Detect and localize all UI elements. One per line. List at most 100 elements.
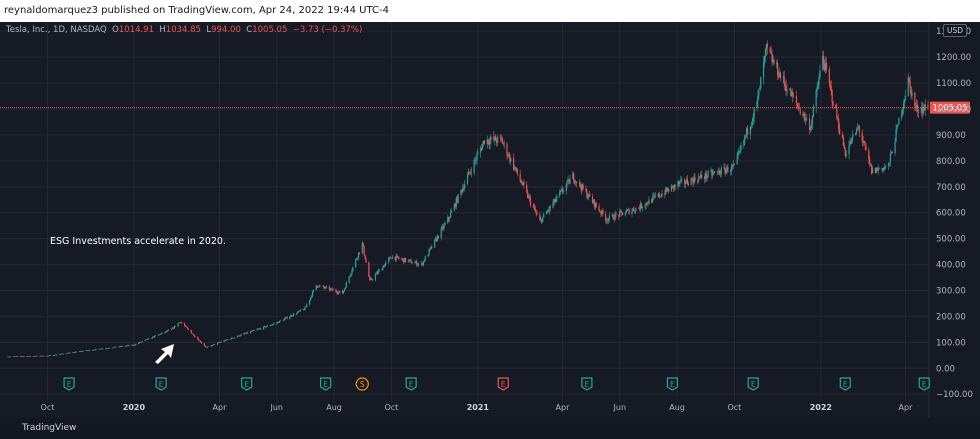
candle	[239, 335, 241, 337]
split-event-icon: S	[355, 377, 369, 391]
candle	[897, 123, 899, 128]
candle	[119, 345, 121, 348]
candle	[53, 355, 55, 356]
candle	[783, 70, 785, 90]
candle	[764, 47, 767, 63]
candle	[793, 91, 795, 98]
candle	[659, 195, 661, 198]
candle	[875, 167, 877, 174]
candle	[824, 56, 827, 74]
candle	[238, 335, 240, 337]
candle	[861, 129, 863, 147]
candle	[336, 290, 338, 295]
candle	[543, 212, 545, 218]
candle	[28, 355, 30, 357]
candle	[809, 125, 812, 133]
candle	[727, 164, 729, 173]
candle	[151, 337, 153, 339]
candle	[441, 223, 443, 231]
candle	[264, 326, 267, 328]
candle	[22, 356, 24, 357]
candle	[434, 239, 436, 248]
price-chart[interactable]: 1005.05 1300.001200.001100.001000.00900.…	[0, 22, 980, 418]
candle	[153, 335, 156, 338]
candle	[247, 331, 249, 334]
currency-button[interactable]: USD	[943, 24, 967, 37]
event-label: E	[585, 380, 590, 389]
candle	[349, 275, 351, 278]
candle	[917, 100, 919, 118]
candle	[403, 258, 405, 264]
candle	[157, 334, 159, 336]
candle	[871, 165, 874, 174]
candle	[566, 179, 568, 189]
candle	[666, 187, 668, 193]
candle	[493, 131, 495, 142]
open-label: O	[112, 25, 119, 35]
candle	[773, 56, 775, 66]
candle	[574, 179, 577, 186]
event-label: S	[360, 380, 365, 389]
candle	[717, 167, 720, 175]
candle	[896, 124, 898, 134]
candle	[614, 210, 616, 221]
candle	[217, 341, 220, 343]
candle	[401, 257, 403, 261]
candle	[154, 335, 157, 337]
candle	[802, 110, 804, 118]
candle	[744, 133, 746, 146]
candle	[107, 347, 110, 349]
candle	[730, 168, 732, 176]
candle	[68, 352, 70, 354]
candle	[536, 209, 538, 216]
candle	[364, 254, 366, 260]
candle	[529, 194, 532, 208]
candle	[397, 256, 399, 259]
candle	[211, 345, 213, 347]
candle	[348, 275, 350, 285]
candle	[415, 260, 417, 265]
candle	[812, 103, 814, 118]
candle	[575, 181, 578, 188]
candle	[450, 209, 452, 219]
candle	[185, 326, 188, 328]
candle	[10, 356, 12, 358]
candle	[547, 208, 549, 213]
candle	[881, 167, 883, 172]
candle	[135, 343, 137, 346]
candle	[548, 206, 550, 215]
candle	[799, 108, 801, 116]
candle	[795, 90, 798, 110]
x-tick-label: Jun	[270, 403, 284, 412]
candle	[278, 321, 280, 323]
close-value: 1005.05	[252, 25, 288, 35]
candle	[766, 40, 768, 55]
candle	[541, 218, 543, 225]
candle	[416, 259, 418, 267]
candle	[569, 174, 571, 184]
candle	[138, 342, 140, 345]
candle	[808, 113, 811, 135]
candle	[409, 258, 411, 261]
candle	[725, 168, 727, 175]
candle	[720, 165, 722, 178]
candle	[54, 354, 56, 356]
candle	[703, 175, 705, 184]
candle	[442, 224, 444, 232]
candle	[817, 80, 819, 90]
candle	[88, 349, 90, 351]
candle	[632, 207, 634, 212]
candle	[565, 183, 567, 196]
candle	[323, 285, 325, 289]
candle	[447, 214, 449, 224]
candle	[753, 107, 755, 124]
candle	[815, 87, 817, 113]
candle	[159, 334, 161, 335]
candle	[306, 303, 308, 308]
candle	[889, 149, 892, 167]
candle	[835, 103, 837, 109]
candle	[8, 356, 10, 358]
candle	[462, 183, 464, 193]
chart-area[interactable]	[0, 22, 980, 418]
candle	[488, 138, 490, 149]
